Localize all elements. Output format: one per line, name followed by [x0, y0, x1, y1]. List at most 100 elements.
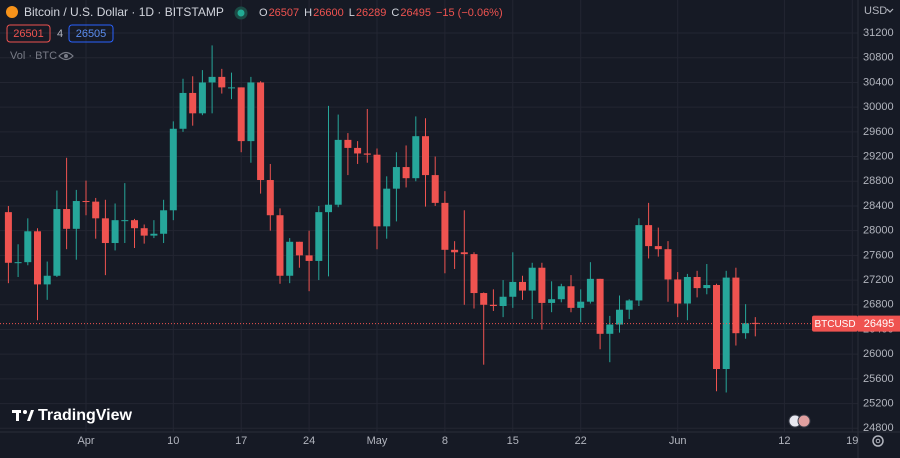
ohlc-label: C	[391, 7, 399, 19]
candle-body	[325, 204, 332, 213]
candle-body	[111, 220, 119, 244]
x-tick-label: 8	[442, 435, 448, 447]
bid-price[interactable]: 26501	[13, 28, 44, 40]
currency-dropdown[interactable]	[886, 8, 894, 13]
candle-body	[402, 167, 410, 179]
candle-body	[422, 136, 429, 176]
price-tag-symbol: BTCUSD	[814, 319, 855, 330]
y-tick-label: 29600	[863, 126, 894, 138]
candle-body	[334, 139, 342, 205]
x-tick-label: May	[367, 435, 388, 447]
candle-body	[412, 136, 420, 179]
candle-body	[557, 286, 565, 300]
candle-body	[703, 285, 711, 289]
ohlc-label: O	[259, 7, 268, 19]
symbol-icon[interactable]	[6, 6, 18, 18]
candle-body	[489, 304, 497, 307]
candle-body	[470, 254, 478, 294]
candle-body	[683, 276, 691, 304]
candle-body	[528, 267, 536, 291]
y-tick-label: 31200	[863, 27, 894, 39]
candle-body	[72, 201, 80, 229]
y-tick-label: 30800	[863, 52, 894, 64]
candle-body	[237, 87, 245, 142]
x-tick-label: 10	[167, 435, 179, 447]
event-flag[interactable]	[797, 414, 811, 428]
y-tick-label: 28400	[863, 200, 894, 212]
candle-body	[509, 281, 517, 297]
candle-body	[24, 231, 32, 263]
ohlc-value: 26507	[269, 7, 300, 19]
spread: 4	[57, 28, 63, 40]
y-tick-label: 25600	[863, 373, 894, 385]
ohlc-label: L	[349, 7, 355, 19]
candle-body	[4, 212, 12, 263]
y-tick-label: 29200	[863, 150, 894, 162]
eye-icon[interactable]	[58, 51, 74, 61]
ohlc-value: 26600	[313, 7, 344, 19]
candle-body	[34, 231, 41, 285]
candle-body	[431, 175, 439, 203]
candle-body	[121, 220, 129, 222]
candle-body	[53, 209, 61, 276]
y-tick-label: 26000	[863, 348, 894, 360]
candle-body	[169, 128, 177, 211]
x-tick-label: 19	[846, 435, 858, 447]
candle-body	[315, 212, 323, 261]
candle-body	[596, 278, 604, 334]
candle-body	[567, 286, 575, 308]
candle-body	[519, 281, 526, 291]
candle-body	[101, 218, 109, 244]
settings-icon[interactable]	[872, 435, 884, 447]
candle-body	[363, 153, 371, 155]
logo[interactable]: TradingView	[38, 407, 133, 424]
price-tag	[812, 315, 858, 332]
candle-body	[131, 220, 138, 229]
candle-body	[645, 225, 653, 247]
candle-body	[14, 262, 22, 264]
candle-body	[548, 299, 556, 303]
symbol-title[interactable]: Bitcoin / U.S. Dollar · 1D · BITSTAMP	[24, 5, 224, 19]
candle-body	[635, 225, 643, 301]
x-tick-label: 22	[575, 435, 587, 447]
candle-body	[451, 249, 459, 253]
candle-body	[460, 252, 468, 255]
candle-body	[742, 323, 750, 334]
candle-body	[295, 241, 303, 256]
candles	[4, 45, 759, 393]
buy-button[interactable]	[68, 24, 114, 43]
candle-body	[664, 249, 672, 280]
volume-label[interactable]: Vol · BTC	[10, 50, 57, 62]
candle-body	[92, 201, 100, 219]
market-status[interactable]	[234, 6, 248, 20]
candle-body	[625, 300, 633, 310]
sell-button[interactable]	[6, 24, 51, 43]
candle-body	[150, 233, 158, 236]
candle-body	[208, 76, 216, 83]
candle-body	[499, 296, 507, 307]
candle-body	[160, 210, 168, 234]
candle-body	[276, 215, 284, 276]
x-tick-label: Jun	[669, 435, 687, 447]
candle-body	[674, 279, 682, 304]
y-tick-label: 26800	[863, 299, 894, 311]
x-tick-label: 15	[507, 435, 519, 447]
candle-body	[577, 301, 585, 308]
ohlc-value: 26289	[356, 7, 387, 19]
currency[interactable]: USD	[864, 5, 887, 17]
candle-body	[228, 87, 235, 89]
candle-body	[266, 180, 274, 216]
candle-body	[732, 277, 740, 334]
candle-body	[586, 278, 594, 302]
ohlc-value: 26495	[400, 7, 431, 19]
y-tick-label: 28000	[863, 225, 894, 237]
candle-body	[218, 76, 226, 88]
ask-price[interactable]: 26505	[76, 28, 107, 40]
candle-body	[751, 322, 759, 324]
candle-body	[713, 285, 720, 370]
x-tick-label: 24	[303, 435, 315, 447]
